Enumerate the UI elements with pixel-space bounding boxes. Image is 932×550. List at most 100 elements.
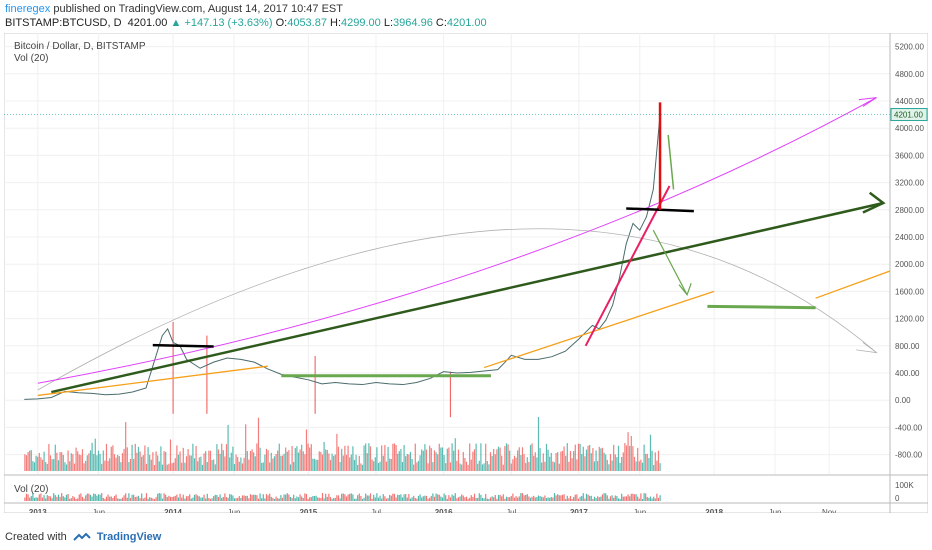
volume-bar [245, 424, 247, 471]
volume-bar [25, 455, 28, 471]
volume-pane-bar [249, 494, 252, 501]
volume-bar [408, 454, 410, 471]
volume-pane-bar [262, 494, 264, 501]
volume-pane-bar [81, 496, 84, 501]
volume-pane-bar [181, 497, 183, 501]
volume-pane-bar [382, 494, 384, 501]
volume-bar [470, 459, 472, 471]
y-tick-label: 1200.00 [895, 315, 924, 324]
volume-bars [24, 322, 661, 471]
volume-bar [389, 458, 391, 471]
volume-pane-bar [518, 496, 520, 501]
volume-pane-bar [353, 498, 356, 501]
volume-pane-bar [550, 496, 552, 501]
volume-bar [275, 453, 277, 471]
magenta-steep-trend [584, 185, 671, 347]
volume-bar [565, 455, 567, 471]
volume-pane-bar [125, 493, 127, 501]
volume-bar [217, 449, 220, 471]
volume-bar [616, 457, 618, 471]
volume-pane-bar [213, 496, 215, 501]
volume-pane-bar [643, 493, 645, 501]
volume-bar [515, 457, 517, 471]
volume-pane-bar [605, 493, 607, 501]
volume-pane-bar [438, 494, 440, 501]
volume-pane-bar [645, 493, 647, 501]
volume-pane-bar [141, 493, 143, 501]
volume-bar [286, 451, 288, 471]
volume-bar [342, 455, 344, 471]
volume-bar [152, 452, 154, 471]
volume-bar [53, 459, 55, 471]
volume-bar [70, 453, 72, 471]
volume-pane-bar [653, 496, 655, 501]
volume-bar [185, 456, 188, 471]
volume-pane-bar [200, 497, 202, 501]
volume-bar [169, 439, 172, 471]
close-label: C: [435, 17, 447, 29]
volume-pane-bar [496, 498, 498, 501]
author-link[interactable]: fineregex [5, 3, 51, 15]
volume-bar [221, 443, 223, 471]
volume-pane-bar [339, 498, 341, 501]
volume-bar [62, 454, 64, 471]
volume-bar [581, 454, 583, 471]
volume-bar [125, 422, 127, 471]
volume-pane-bar [168, 495, 170, 501]
volume-bar [397, 453, 399, 471]
tradingview-brand[interactable]: TradingView [96, 531, 162, 543]
volume-bar [57, 460, 60, 471]
volume-bar [441, 447, 444, 471]
volume-bar [326, 450, 328, 471]
volume-bar [651, 450, 653, 471]
volume-pane-bar [549, 497, 551, 501]
volume-bar [190, 455, 192, 471]
volume-pane-bar [313, 496, 316, 501]
chart-frame[interactable]: 5200.00 4800.00 4400.00 4000.00 3600.00 3200.… [3, 32, 929, 517]
volume-pane-bar [320, 497, 322, 501]
volume-pane-bar [504, 498, 506, 501]
volume-bar [43, 451, 45, 471]
volume-pane-bar [174, 495, 176, 501]
volume-bar [654, 452, 656, 471]
volume-bar [99, 453, 101, 471]
volume-bar [35, 455, 37, 471]
volume-pane-bar [561, 494, 564, 501]
volume-pane-bar [453, 495, 455, 501]
volume-pane-bar [286, 493, 288, 501]
volume-bar [448, 447, 450, 471]
volume-bar [587, 445, 589, 471]
volume-bar [600, 448, 602, 471]
volume-bar [520, 455, 522, 471]
volume-pane-bar [93, 493, 95, 501]
volume-bar [353, 459, 356, 471]
volume-pane-bar [611, 495, 613, 501]
price-chart[interactable]: 5200.00 4800.00 4400.00 4000.00 3600.00 3200.… [3, 32, 929, 517]
volume-bar [374, 457, 376, 471]
volume-bar [432, 462, 434, 471]
volume-bar [467, 464, 469, 471]
volume-pane-bar [29, 497, 31, 501]
volume-pane-bar [451, 494, 453, 501]
volume-pane-bar [334, 497, 336, 501]
volume-bar [160, 446, 162, 471]
volume-bar [337, 446, 340, 471]
footer: Created with TradingView [5, 531, 161, 543]
volume-pane-bar [217, 497, 220, 501]
volume-pane-bar [161, 498, 164, 501]
volume-pane-bar [193, 494, 196, 501]
volume-bar [624, 443, 626, 471]
volume-pane-bar [158, 493, 160, 501]
volume-bar [371, 459, 373, 471]
volume-pane-bar [464, 497, 466, 501]
volume-bar [507, 444, 509, 471]
volume-bar [592, 448, 594, 471]
volume-pane-bar [243, 495, 245, 501]
volume-pane-bar [581, 495, 583, 501]
volume-bar [227, 424, 229, 471]
volume-bar [328, 453, 330, 471]
volume-pane-bar [37, 497, 39, 501]
volume-bar [539, 448, 541, 471]
volume-pane-bar [259, 493, 261, 501]
volume-pane-bar [61, 493, 63, 501]
